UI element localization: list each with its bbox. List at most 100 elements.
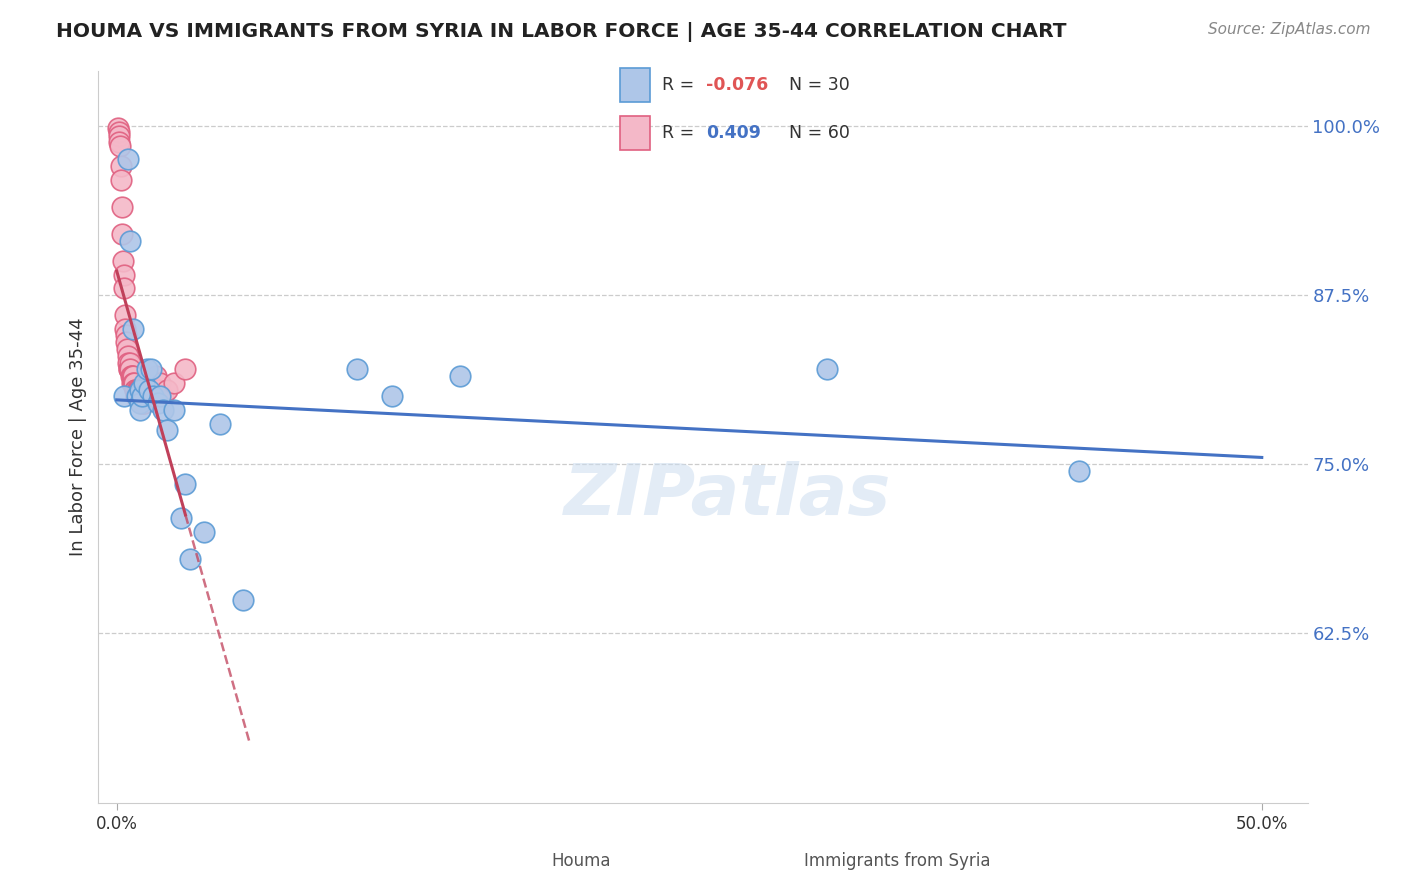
Point [156,423,179,437]
Point [149,389,172,403]
Point [193,524,215,539]
Point [112,281,135,295]
Text: R =: R = [662,76,700,95]
Point [174,477,197,491]
Point [124,383,146,397]
Point [112,254,135,268]
Point [132,396,155,410]
FancyBboxPatch shape [620,69,650,102]
Point [131,383,153,397]
Point [114,308,136,322]
Point [121,376,143,390]
Point [127,383,149,397]
Point [124,383,146,397]
Point [145,369,167,384]
Point [134,396,156,410]
Point [131,389,153,403]
Point [232,592,254,607]
Point [139,383,162,397]
Point [134,376,156,390]
Point [138,383,160,397]
Text: N = 30: N = 30 [789,76,849,95]
Point [118,362,141,376]
Point [112,268,135,282]
Point [122,376,145,390]
Point [112,389,135,403]
Point [121,322,143,336]
Text: Immigrants from Syria: Immigrants from Syria [804,852,991,870]
Point [135,376,157,390]
Point [152,403,174,417]
Point [128,383,150,397]
Point [139,362,162,376]
Point [128,389,150,403]
Point [124,389,146,403]
Point [110,172,132,186]
Point [179,552,201,566]
Point [108,135,131,149]
Point [129,389,152,403]
Point [128,389,150,403]
Point [208,417,231,431]
Point [129,383,152,397]
Point [118,355,141,369]
Point [380,389,402,403]
Point [135,362,157,376]
Point [108,129,131,144]
Point [131,389,153,403]
Point [136,383,159,397]
Point [111,200,134,214]
Text: Houma: Houma [551,852,610,870]
Point [163,376,186,390]
Point [128,403,150,417]
Point [449,369,471,384]
Point [122,376,145,390]
Point [118,362,141,376]
Text: R =: R = [662,124,700,143]
Point [131,396,153,410]
Point [107,121,129,136]
Text: -0.076: -0.076 [706,76,768,95]
Point [174,362,197,376]
Point [117,153,139,167]
Point [125,389,148,403]
Point [117,355,139,369]
Point [127,389,149,403]
Point [111,227,134,241]
Point [815,362,838,376]
Point [127,383,149,397]
Point [107,125,129,139]
Point [1067,464,1090,478]
Point [142,383,165,397]
Text: Source: ZipAtlas.com: Source: ZipAtlas.com [1208,22,1371,37]
Point [156,383,179,397]
Point [117,349,139,363]
Point [346,362,368,376]
Point [128,383,150,397]
Text: 0.409: 0.409 [706,124,761,143]
Point [149,376,172,390]
Text: N = 60: N = 60 [789,124,849,143]
Point [132,389,155,403]
Point [134,389,156,403]
Point [115,335,138,350]
Point [142,389,165,403]
Point [146,383,169,397]
Point [121,369,143,384]
Point [121,369,143,384]
Point [128,396,150,410]
Point [146,396,169,410]
Point [120,234,142,248]
Y-axis label: In Labor Force | Age 35-44: In Labor Force | Age 35-44 [69,318,87,557]
Point [163,403,186,417]
Point [120,369,142,384]
FancyBboxPatch shape [620,117,650,150]
Point [115,328,138,343]
Text: HOUMA VS IMMIGRANTS FROM SYRIA IN LABOR FORCE | AGE 35-44 CORRELATION CHART: HOUMA VS IMMIGRANTS FROM SYRIA IN LABOR … [56,22,1067,42]
Point [170,511,193,525]
Point [152,389,174,403]
Point [115,342,138,356]
Point [108,139,131,153]
Point [138,376,160,390]
Text: ZIPatlas: ZIPatlas [564,461,891,530]
